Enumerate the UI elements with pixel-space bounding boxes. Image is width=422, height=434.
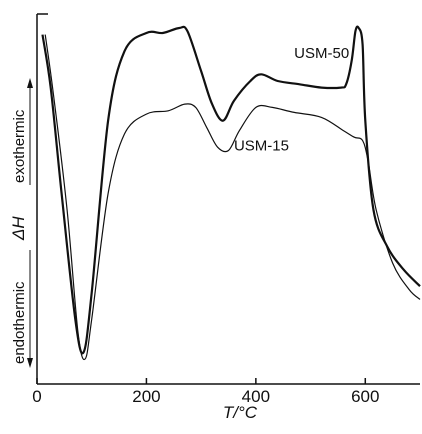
series-line-usm-50 <box>41 25 421 355</box>
endo-arrow-head <box>27 358 33 368</box>
annotations: USM-50 USM-15 <box>234 45 349 155</box>
series-line-usm-15 <box>44 34 421 361</box>
series-label-usm-50: USM-50 <box>294 45 349 62</box>
series-label-usm-15: USM-15 <box>234 137 289 154</box>
x-tick-label-400: 400 <box>242 387 270 406</box>
axes <box>36 13 420 385</box>
exo-arrow-head <box>27 78 33 88</box>
exothermic-label: exothermic <box>11 109 28 183</box>
endothermic-label: endothermic <box>11 281 28 364</box>
x-tick-label-600: 600 <box>351 387 379 406</box>
x-tick-label-0: 0 <box>32 387 41 406</box>
x-tick-label-200: 200 <box>132 387 160 406</box>
series-group <box>41 25 421 361</box>
x-ticks: 0 200 400 600 <box>32 378 379 406</box>
y-caption-group: exothermic ΔH endothermic <box>9 78 33 368</box>
y-axis-title: ΔH <box>9 216 28 241</box>
x-axis-title: T/°C <box>223 403 258 422</box>
